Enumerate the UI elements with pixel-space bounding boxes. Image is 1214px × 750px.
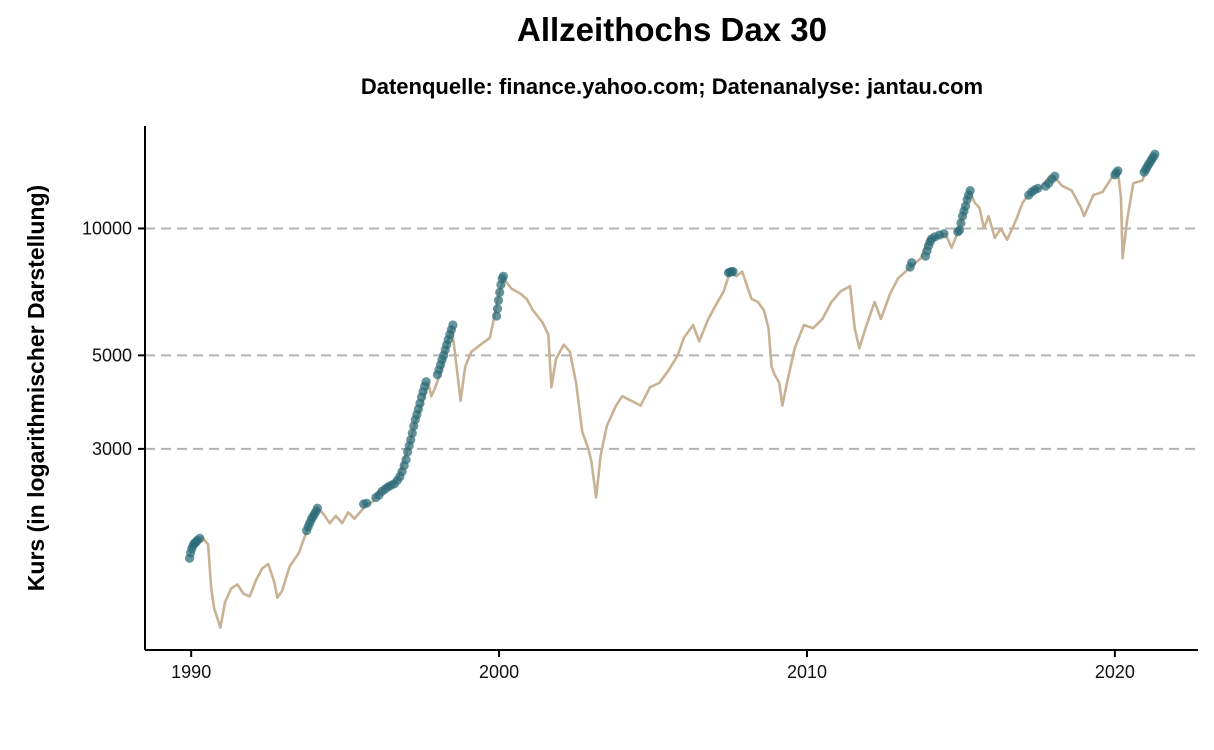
all-time-high-point xyxy=(407,428,417,438)
x-tick-label: 1990 xyxy=(171,662,211,682)
all-time-high-point xyxy=(495,287,505,297)
all-time-high-point xyxy=(907,258,917,268)
all-time-high-point xyxy=(1050,171,1060,181)
all-time-high-point xyxy=(1150,149,1160,159)
all-time-high-point xyxy=(1113,166,1123,176)
y-tick-label: 5000 xyxy=(92,345,132,365)
all-time-high-point xyxy=(195,533,205,544)
all-time-high-point xyxy=(421,377,431,387)
all-time-high-point xyxy=(493,295,504,305)
all-time-high-point xyxy=(362,498,372,508)
all-time-high-point xyxy=(401,455,411,465)
all-time-high-point xyxy=(965,186,975,196)
y-tick-label: 3000 xyxy=(92,439,132,459)
all-time-high-point xyxy=(492,304,503,314)
gridlines xyxy=(145,227,1198,450)
chart-title: Allzeithochs Dax 30 xyxy=(517,11,827,48)
x-tick-label: 2000 xyxy=(479,662,519,682)
all-time-high-point xyxy=(728,267,738,277)
x-tick-label: 2010 xyxy=(787,662,827,682)
price-series-line xyxy=(190,153,1157,629)
all-time-high-point xyxy=(1033,183,1043,193)
all-time-high-point xyxy=(956,218,966,228)
axis-ticks: 3000 5000 10000 1990 2000 2010 2020 xyxy=(82,218,1135,682)
all-time-high-point xyxy=(939,229,949,239)
x-tick-label: 2020 xyxy=(1095,662,1135,682)
price-line-layer xyxy=(190,153,1157,629)
all-time-high-point xyxy=(492,311,502,321)
chart-subtitle: Datenquelle: finance.yahoo.com; Datenana… xyxy=(361,74,983,99)
all-time-high-points-layer xyxy=(185,149,1160,563)
y-tick-label: 10000 xyxy=(82,218,132,238)
all-time-high-point xyxy=(448,320,458,330)
y-axis-label: Kurs (in logarithmischer Darstellung) xyxy=(23,185,49,591)
all-time-high-point xyxy=(954,225,965,235)
all-time-high-point xyxy=(312,503,322,513)
all-time-high-point xyxy=(498,271,508,281)
